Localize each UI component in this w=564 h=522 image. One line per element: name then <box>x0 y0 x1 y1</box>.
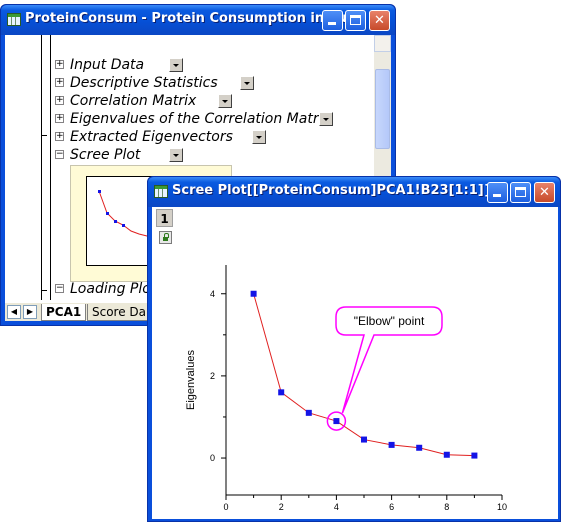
scree-plot-chart: 0 2 4 6 8 10 0 2 4 Principal Component Number Eige… <box>185 265 507 519</box>
expand-icon[interactable]: + <box>55 77 64 87</box>
y-tick-label: 2 <box>210 371 215 381</box>
results-window-title: ProteinConsum - Protein Consumption in E… <box>25 11 367 26</box>
data-point <box>471 452 478 459</box>
data-point <box>250 290 257 297</box>
elbow-highlight-circle <box>326 411 347 431</box>
tree-connector <box>41 290 47 291</box>
x-axis-title: Principal Component Number <box>292 518 437 519</box>
scree-plot-window: Scree Plot[[ProteinConsum]PCA1!B23[1:1]}… <box>147 176 561 522</box>
elbow-callout-text: "Elbow" point <box>354 314 425 328</box>
data-point <box>305 409 312 416</box>
expand-icon[interactable]: + <box>55 131 64 141</box>
x-tick-label: 8 <box>444 502 449 512</box>
data-point <box>278 389 285 396</box>
tab-next-arrow[interactable]: ▶ <box>23 305 37 319</box>
data-point <box>333 418 340 425</box>
expand-icon[interactable]: + <box>55 59 64 69</box>
lock-icon[interactable] <box>159 231 172 244</box>
graph-page: 1 0 2 4 6 8 10 0 2 4 Principal Component Number Ei… <box>152 207 558 519</box>
tree-item-label: Correlation Matrix <box>70 93 197 109</box>
tree-connector <box>41 135 47 136</box>
x-tick-label: 4 <box>334 502 339 512</box>
close-button[interactable]: ✕ <box>369 10 390 31</box>
collapse-icon[interactable]: − <box>55 149 64 159</box>
scrollbar-thumb[interactable] <box>375 69 390 149</box>
tab-prev-arrow[interactable]: ◀ <box>7 305 21 319</box>
maximize-button[interactable] <box>510 182 531 203</box>
tree-item-label: Eigenvalues of the Correlation Matrix <box>70 111 331 127</box>
dropdown-icon[interactable] <box>169 58 183 72</box>
dropdown-icon[interactable] <box>252 130 266 144</box>
collapse-icon[interactable]: − <box>55 283 64 293</box>
layer-number-badge[interactable]: 1 <box>156 209 173 227</box>
data-point <box>443 451 450 458</box>
tree-item-label: Input Data <box>70 57 145 73</box>
tree-guide-line <box>41 35 42 300</box>
tree-item-label: Loading Plot <box>70 281 157 297</box>
close-button[interactable]: ✕ <box>534 182 555 203</box>
y-tick-label: 4 <box>210 289 215 299</box>
x-tick-label: 10 <box>497 502 507 512</box>
expand-icon[interactable]: + <box>55 95 64 105</box>
tab-pca1[interactable]: PCA1 <box>41 304 87 321</box>
scroll-up-arrow[interactable] <box>374 35 391 52</box>
maximize-button[interactable] <box>345 10 366 31</box>
y-axis-title: Eigenvalues <box>185 350 197 410</box>
x-tick-label: 0 <box>223 502 228 512</box>
results-window-titlebar[interactable]: ProteinConsum - Protein Consumption in E… <box>1 5 395 35</box>
graph-window-icon <box>154 185 168 198</box>
elbow-callout-bubble <box>335 306 443 414</box>
data-point <box>361 436 367 443</box>
data-point <box>388 441 395 448</box>
tree-item-label: Descriptive Statistics <box>70 75 218 91</box>
data-point <box>416 444 423 451</box>
worksheet-icon <box>7 13 21 26</box>
dropdown-icon[interactable] <box>169 148 183 162</box>
dropdown-icon[interactable] <box>240 76 254 90</box>
tree-item-label: Scree Plot <box>70 147 141 163</box>
x-tick-label: 2 <box>279 502 284 512</box>
tree-guide-line <box>50 35 51 300</box>
minimize-button[interactable] <box>322 10 343 31</box>
scree-plot-window-title: Scree Plot[[ProteinConsum]PCA1!B23[1:1]} <box>172 183 494 198</box>
dropdown-icon[interactable] <box>218 94 232 108</box>
minimize-button[interactable] <box>487 182 508 203</box>
dropdown-icon[interactable] <box>319 112 333 126</box>
tab-score-data[interactable]: Score Da <box>87 304 152 321</box>
scree-plot-window-titlebar[interactable]: Scree Plot[[ProteinConsum]PCA1!B23[1:1]}… <box>148 177 560 207</box>
tree-item-label: Extracted Eigenvectors <box>70 129 233 145</box>
expand-icon[interactable]: + <box>55 113 64 123</box>
y-tick-label: 0 <box>210 453 215 463</box>
x-tick-label: 6 <box>389 502 394 512</box>
